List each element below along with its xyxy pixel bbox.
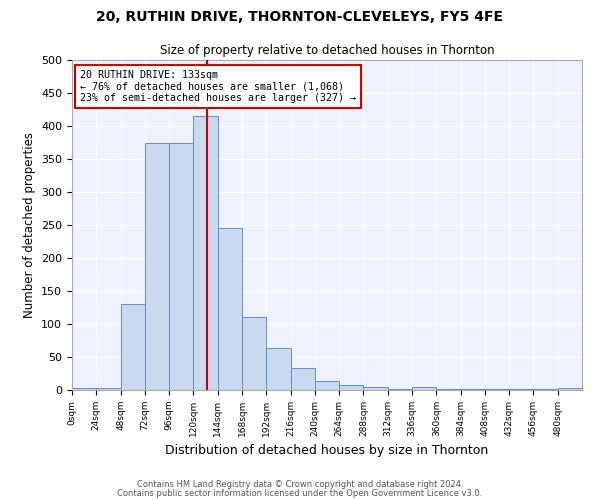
Bar bbox=[121, 304, 145, 390]
Text: 20 RUTHIN DRIVE: 133sqm
← 76% of detached houses are smaller (1,068)
23% of semi: 20 RUTHIN DRIVE: 133sqm ← 76% of detache… bbox=[80, 70, 356, 103]
Text: Contains HM Land Registry data © Crown copyright and database right 2024.: Contains HM Land Registry data © Crown c… bbox=[137, 480, 463, 489]
Text: Contains public sector information licensed under the Open Government Licence v3: Contains public sector information licen… bbox=[118, 488, 482, 498]
Bar bbox=[558, 388, 582, 390]
Bar bbox=[315, 381, 339, 390]
Bar bbox=[412, 386, 436, 390]
Title: Size of property relative to detached houses in Thornton: Size of property relative to detached ho… bbox=[160, 44, 494, 58]
Bar bbox=[364, 386, 388, 390]
Text: 20, RUTHIN DRIVE, THORNTON-CLEVELEYS, FY5 4FE: 20, RUTHIN DRIVE, THORNTON-CLEVELEYS, FY… bbox=[97, 10, 503, 24]
Bar bbox=[339, 384, 364, 390]
X-axis label: Distribution of detached houses by size in Thornton: Distribution of detached houses by size … bbox=[166, 444, 488, 458]
Y-axis label: Number of detached properties: Number of detached properties bbox=[23, 132, 35, 318]
Bar bbox=[242, 318, 266, 390]
Bar bbox=[266, 348, 290, 390]
Bar bbox=[218, 228, 242, 390]
Bar bbox=[96, 388, 121, 390]
Bar bbox=[388, 388, 412, 390]
Bar bbox=[145, 142, 169, 390]
Bar bbox=[193, 116, 218, 390]
Bar bbox=[169, 142, 193, 390]
Bar bbox=[290, 368, 315, 390]
Bar bbox=[72, 388, 96, 390]
